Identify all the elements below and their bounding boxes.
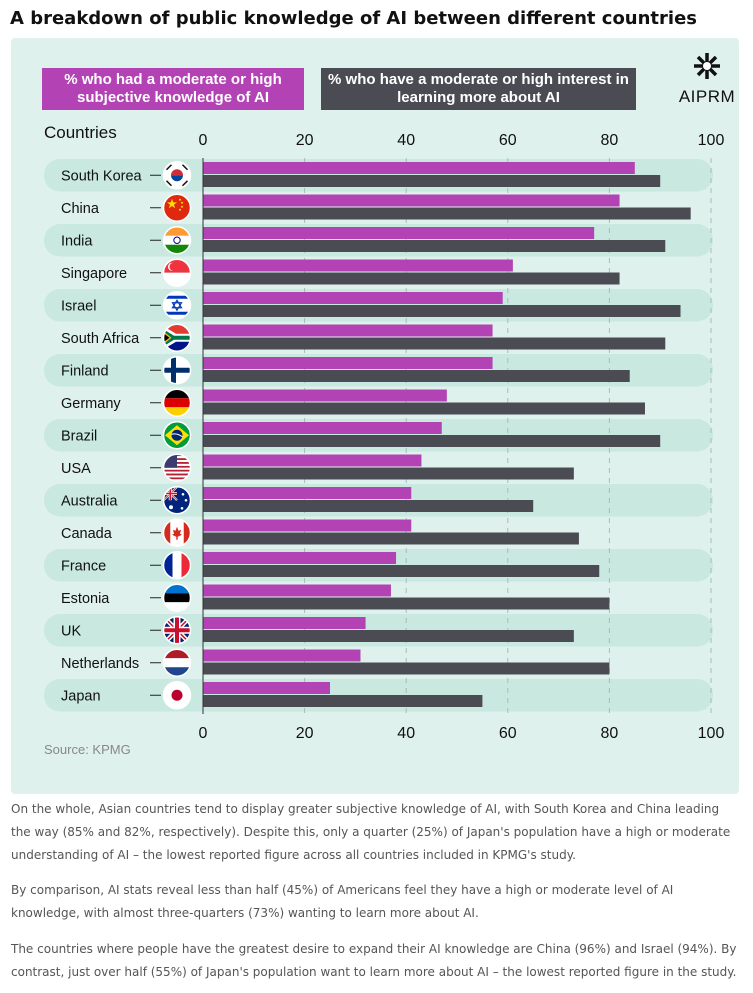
bar-knowledge bbox=[203, 649, 361, 662]
bar-interest bbox=[203, 207, 691, 220]
bar-knowledge bbox=[203, 194, 620, 207]
country-label: Brazil bbox=[61, 428, 97, 444]
bar-knowledge bbox=[203, 162, 635, 174]
bar-interest bbox=[203, 630, 574, 642]
bar-interest bbox=[203, 370, 630, 382]
x-tick-label-top: 0 bbox=[199, 132, 208, 149]
country-label: South Africa bbox=[61, 331, 140, 347]
bar-knowledge bbox=[203, 682, 330, 694]
bar-knowledge bbox=[203, 292, 503, 304]
x-tick-label-bottom: 60 bbox=[499, 725, 517, 742]
australia-flag bbox=[162, 486, 192, 515]
bar-interest bbox=[203, 305, 681, 317]
paragraph-3: The countries where people have the grea… bbox=[11, 942, 737, 979]
country-label: Canada bbox=[61, 526, 113, 542]
bar-knowledge bbox=[203, 519, 412, 532]
logo-text: AIPRM bbox=[678, 87, 736, 106]
germany-flag bbox=[162, 388, 192, 417]
country-label: Finland bbox=[61, 363, 109, 379]
bar-interest bbox=[203, 695, 483, 707]
country-label: UK bbox=[61, 623, 81, 639]
legend-interest: % who have a moderate or high interest i… bbox=[321, 68, 636, 110]
netherlands-flag bbox=[162, 648, 192, 677]
china-flag bbox=[162, 193, 192, 222]
bar-interest bbox=[203, 467, 574, 480]
bar-knowledge bbox=[203, 552, 397, 564]
israel-flag bbox=[162, 291, 192, 320]
japan-flag bbox=[162, 681, 192, 710]
x-tick-label-top: 40 bbox=[397, 132, 415, 149]
south-africa-flag bbox=[162, 323, 192, 352]
bar-interest bbox=[203, 175, 661, 187]
brazil-flag bbox=[162, 421, 192, 450]
country-label: Netherlands bbox=[61, 656, 139, 672]
paragraph-1: On the whole, Asian countries tend to di… bbox=[11, 802, 731, 862]
bar-knowledge bbox=[203, 389, 447, 402]
bar-knowledge bbox=[203, 617, 366, 629]
finland-flag bbox=[162, 356, 192, 385]
x-tick-label-bottom: 0 bbox=[199, 725, 208, 742]
bar-interest bbox=[203, 500, 534, 512]
legend-knowledge: % who had a moderate or high subjective … bbox=[42, 68, 304, 110]
x-tick-label-bottom: 20 bbox=[296, 725, 314, 742]
bar-interest bbox=[203, 532, 579, 545]
bar-knowledge bbox=[203, 324, 493, 337]
bar-knowledge bbox=[203, 584, 391, 597]
south-korea-flag bbox=[162, 161, 192, 190]
bar-knowledge bbox=[203, 227, 595, 239]
country-label: Japan bbox=[61, 688, 101, 704]
bar-interest bbox=[203, 240, 666, 252]
source-note: Source: KPMG bbox=[44, 742, 131, 757]
aiprm-logo: AIPRM bbox=[677, 52, 737, 107]
x-tick-label-top: 100 bbox=[698, 132, 725, 149]
canada-flag bbox=[162, 518, 192, 547]
paragraph-2: By comparison, AI stats reveal less than… bbox=[11, 883, 674, 920]
country-label: France bbox=[61, 558, 106, 574]
bar-knowledge bbox=[203, 487, 412, 499]
x-tick-label-bottom: 100 bbox=[698, 725, 725, 742]
country-label: Israel bbox=[61, 298, 96, 314]
x-tick-label-bottom: 40 bbox=[397, 725, 415, 742]
country-label: Australia bbox=[61, 493, 118, 509]
estonia-flag bbox=[162, 583, 192, 612]
country-label: Singapore bbox=[61, 266, 127, 282]
india-flag bbox=[162, 226, 192, 255]
france-flag bbox=[162, 551, 192, 580]
country-label: India bbox=[61, 233, 93, 249]
bar-knowledge bbox=[203, 259, 513, 272]
bar-knowledge bbox=[203, 454, 422, 467]
bar-interest bbox=[203, 337, 666, 350]
bar-interest bbox=[203, 597, 610, 610]
country-label: USA bbox=[61, 461, 91, 477]
bar-knowledge bbox=[203, 357, 493, 369]
usa-flag bbox=[162, 453, 192, 482]
x-tick-label-top: 80 bbox=[601, 132, 619, 149]
country-label: China bbox=[61, 201, 100, 217]
x-tick-label-top: 60 bbox=[499, 132, 517, 149]
bar-interest bbox=[203, 435, 661, 447]
country-label: Estonia bbox=[61, 591, 110, 607]
country-label: Germany bbox=[61, 396, 121, 412]
aiprm-logo-icon bbox=[694, 53, 720, 79]
singapore-flag bbox=[162, 258, 192, 287]
x-tick-label-top: 20 bbox=[296, 132, 314, 149]
bar-interest bbox=[203, 272, 620, 285]
page-title: A breakdown of public knowledge of AI be… bbox=[10, 8, 698, 29]
y-axis-label: Countries bbox=[44, 123, 117, 142]
x-tick-label-bottom: 80 bbox=[601, 725, 619, 742]
bar-interest bbox=[203, 402, 645, 415]
bar-interest bbox=[203, 565, 600, 577]
uk-flag bbox=[162, 616, 192, 645]
bar-interest bbox=[203, 662, 610, 675]
bar-knowledge bbox=[203, 422, 442, 434]
country-label: South Korea bbox=[61, 168, 143, 184]
